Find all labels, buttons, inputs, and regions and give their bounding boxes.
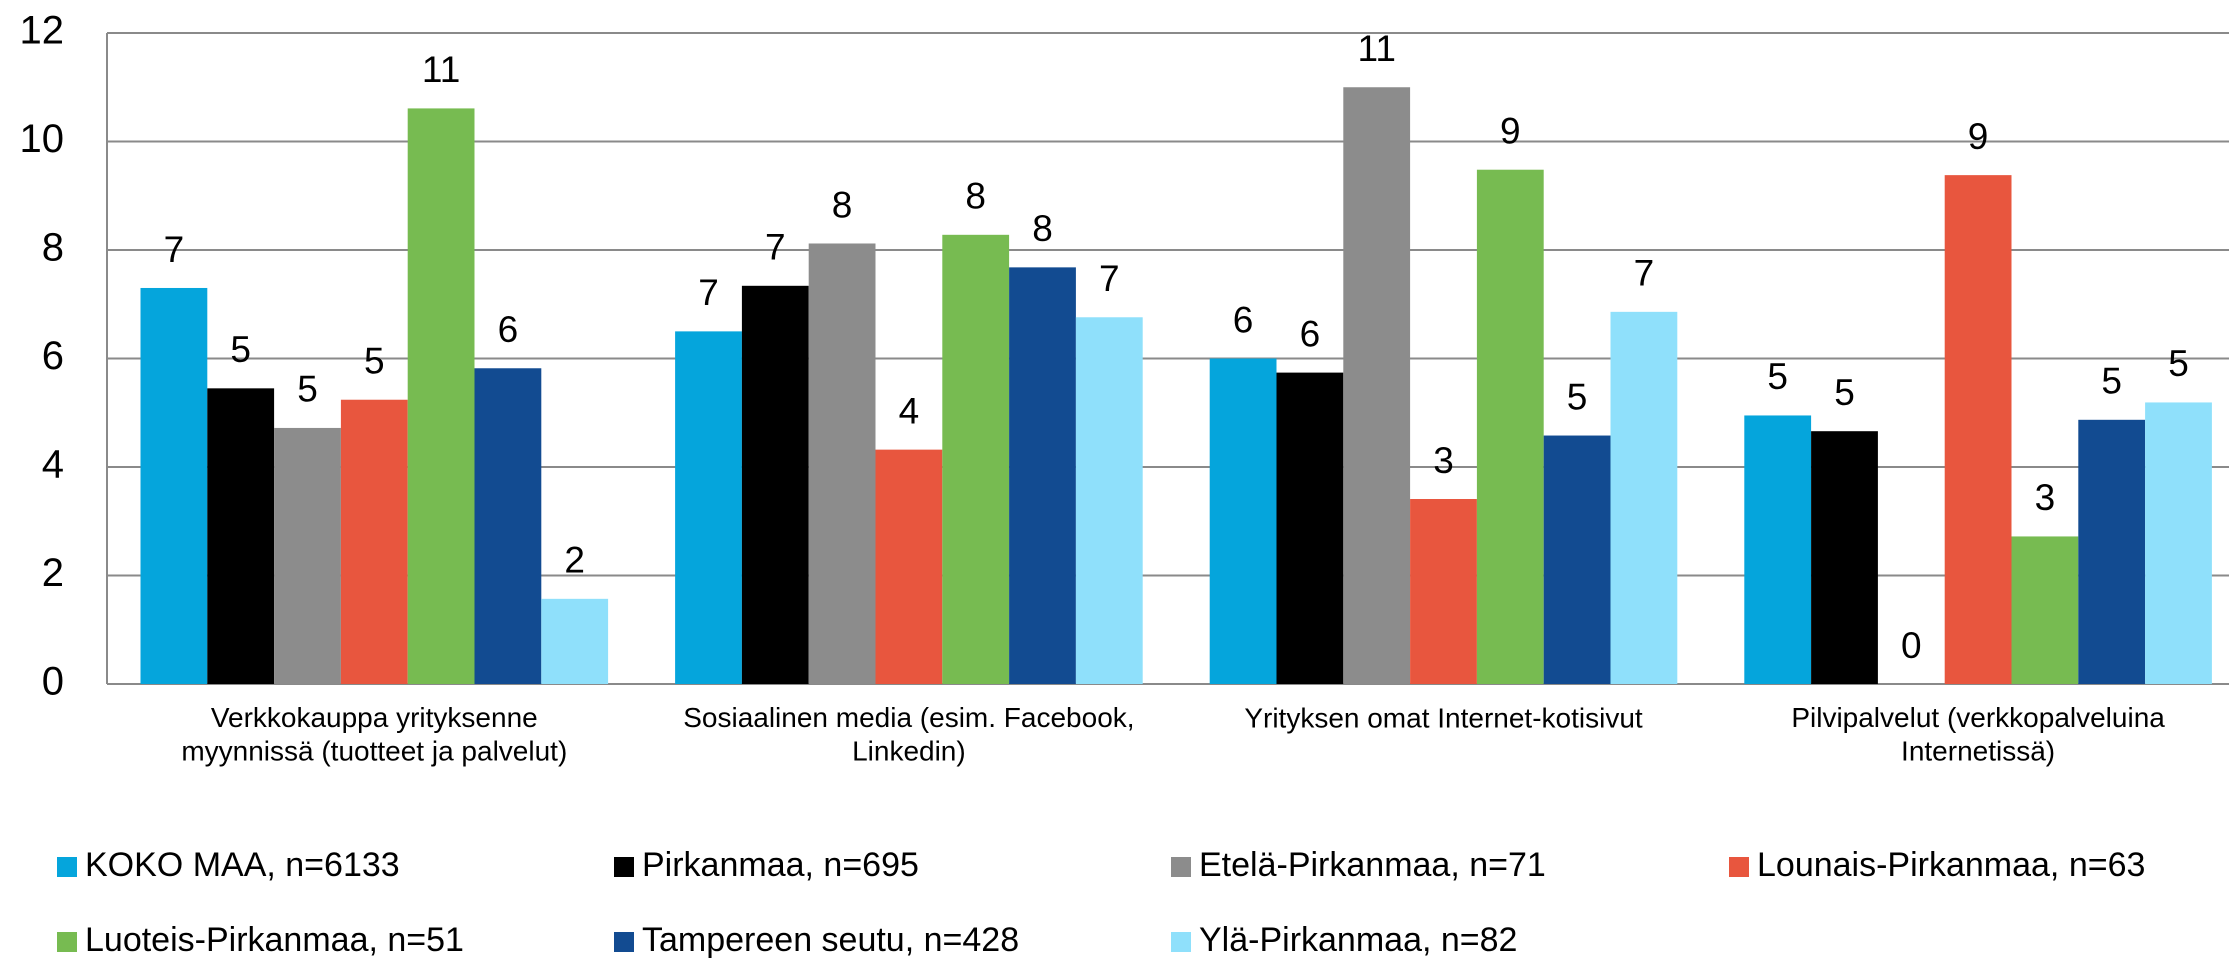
legend-label: Etelä-Pirkanmaa, n=71 xyxy=(1199,846,1546,884)
data-label: 5 xyxy=(2168,343,2189,384)
data-label: 7 xyxy=(164,229,185,270)
data-label: 6 xyxy=(1233,299,1254,340)
bar xyxy=(1209,358,1277,684)
legend-label: Pirkanmaa, n=695 xyxy=(642,846,919,884)
data-label: 6 xyxy=(498,309,519,350)
bar xyxy=(207,388,275,684)
legend-swatch xyxy=(1729,857,1749,877)
data-label: 3 xyxy=(2035,477,2056,518)
data-label: 8 xyxy=(965,176,986,217)
bar xyxy=(1944,175,2012,684)
data-label: 9 xyxy=(1500,110,1521,151)
legend-swatch xyxy=(614,932,634,952)
data-label: 5 xyxy=(230,329,251,370)
legend-label: Tampereen seutu, n=428 xyxy=(642,921,1019,959)
bar xyxy=(407,108,475,685)
y-tick-label: 8 xyxy=(42,226,64,270)
bar xyxy=(1410,499,1477,684)
data-label: 9 xyxy=(1968,116,1989,157)
bar xyxy=(1343,87,1411,684)
bar xyxy=(942,234,1010,684)
legend-label: Luoteis-Pirkanmaa, n=51 xyxy=(85,921,464,959)
data-label: 5 xyxy=(1567,376,1588,417)
bar xyxy=(808,243,876,685)
legend-label: KOKO MAA, n=6133 xyxy=(85,846,400,884)
bar xyxy=(2011,536,2079,684)
y-tick-label: 0 xyxy=(42,660,64,704)
y-tick-label: 6 xyxy=(42,334,64,378)
x-tick-label: Verkkokauppa yrityksenne myynnissä (tuott… xyxy=(181,702,567,767)
legend-label: Ylä-Pirkanmaa, n=82 xyxy=(1199,921,1517,959)
legend-swatch xyxy=(57,932,77,952)
bar xyxy=(675,331,742,684)
data-label: 7 xyxy=(1634,253,1655,294)
data-label: 5 xyxy=(1767,356,1788,397)
data-label: 7 xyxy=(765,227,786,268)
bar xyxy=(1744,415,1812,684)
legend-swatch xyxy=(1171,932,1191,952)
bar xyxy=(741,285,809,684)
data-label: 2 xyxy=(564,540,585,581)
bar xyxy=(1009,267,1076,684)
data-label: 8 xyxy=(1032,208,1053,249)
bar xyxy=(274,427,341,684)
x-tick-label: Pilvipalvelut (verkkopalveluina Interneti… xyxy=(1791,702,2165,767)
bar xyxy=(541,598,609,684)
data-label: 8 xyxy=(832,184,853,225)
data-label: 5 xyxy=(364,341,385,382)
y-tick-label: 4 xyxy=(42,443,64,487)
y-tick-label: 2 xyxy=(42,551,64,595)
data-label: 0 xyxy=(1901,625,1922,666)
data-label: 7 xyxy=(698,272,719,313)
data-label: 3 xyxy=(1433,440,1454,481)
legend-label: Lounais-Pirkanmaa, n=63 xyxy=(1757,846,2145,884)
data-label: 4 xyxy=(899,390,920,431)
bar xyxy=(1276,372,1344,684)
bar xyxy=(1610,311,1678,684)
data-label: 11 xyxy=(1357,28,1395,69)
data-label: 5 xyxy=(297,369,318,410)
bar xyxy=(2078,419,2146,684)
bar xyxy=(1075,317,1143,684)
data-label: 11 xyxy=(422,49,460,90)
bar xyxy=(1811,431,1878,684)
x-tick-label: Sosiaalinen media (esim. Facebook, Linked… xyxy=(683,702,1134,767)
data-label: 5 xyxy=(2101,361,2122,402)
y-tick-label: 12 xyxy=(20,9,65,53)
legend-swatch xyxy=(57,857,77,877)
y-tick-label: 10 xyxy=(20,117,65,161)
bar xyxy=(875,449,943,684)
data-label: 7 xyxy=(1099,258,1120,299)
x-tick-label: Yrityksen omat Internet-kotisivut xyxy=(1244,702,1643,733)
bar xyxy=(1543,435,1611,684)
bar xyxy=(474,368,542,684)
bar xyxy=(340,399,408,684)
legend-swatch xyxy=(1171,857,1191,877)
bar xyxy=(2145,402,2212,684)
legend-swatch xyxy=(614,857,634,877)
bar xyxy=(1476,169,1544,684)
data-label: 5 xyxy=(1834,372,1855,413)
bar xyxy=(140,287,208,684)
data-label: 6 xyxy=(1300,313,1321,354)
